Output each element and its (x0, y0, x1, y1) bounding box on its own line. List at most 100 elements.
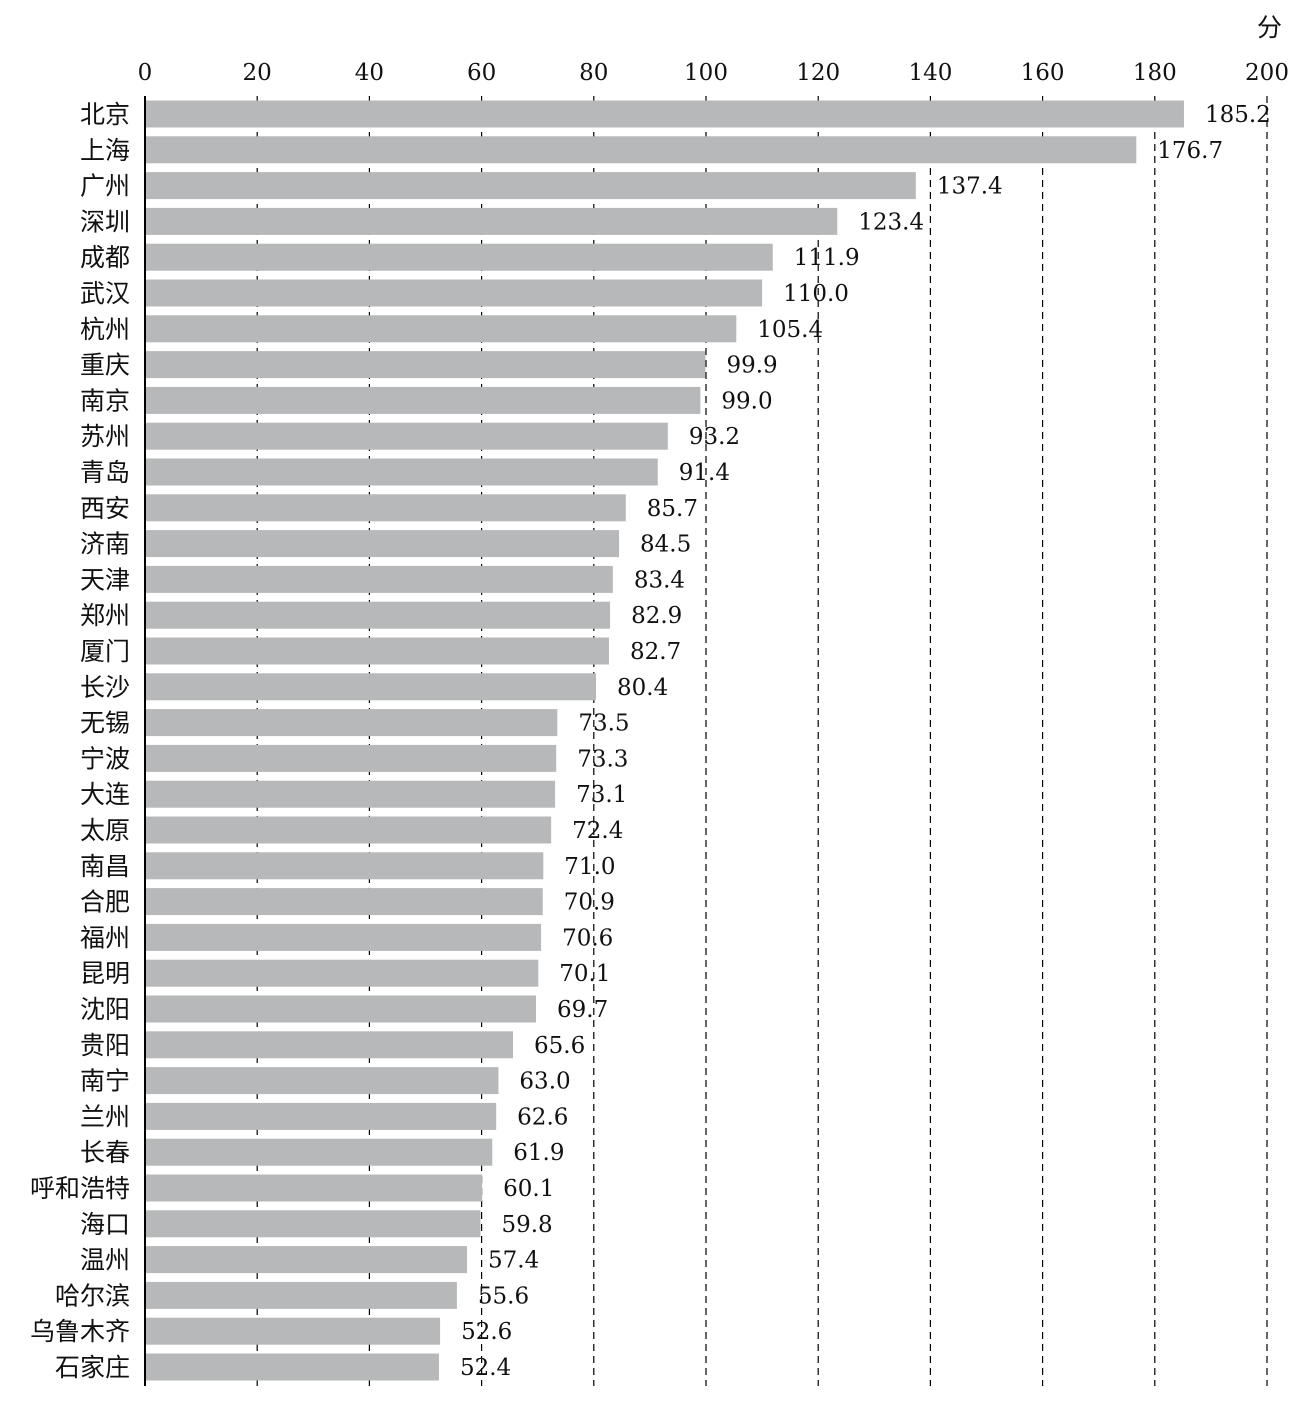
category-label: 成都 (80, 243, 130, 272)
bar (146, 816, 552, 844)
category-label: 南京 (80, 386, 130, 415)
x-tick-label: 180 (1133, 60, 1177, 86)
value-label: 55.6 (478, 1283, 529, 1309)
value-label: 71.0 (564, 854, 615, 880)
value-label: 59.8 (501, 1212, 552, 1238)
category-label: 呼和浩特 (30, 1174, 130, 1203)
value-label: 91.4 (679, 460, 730, 486)
x-tick-label: 200 (1245, 60, 1289, 86)
bar (146, 1067, 499, 1095)
bar (146, 673, 597, 701)
value-label: 70.9 (564, 890, 615, 916)
category-label: 南宁 (80, 1067, 130, 1096)
x-tick-label: 0 (138, 60, 153, 86)
category-label: 乌鲁木齐 (30, 1317, 130, 1346)
bar (146, 637, 609, 665)
category-label: 深圳 (80, 207, 130, 236)
bar (146, 207, 838, 235)
value-label: 61.9 (513, 1140, 564, 1166)
bar (146, 1102, 497, 1130)
label-layer: 北京 185.2 上海 176.7 广州 137.4 深圳 123.4 成都 111.9 武汉 110… (30, 100, 1271, 1382)
category-label: 兰州 (80, 1102, 130, 1131)
value-label: 137.4 (937, 174, 1003, 200)
value-label: 70.6 (562, 925, 613, 951)
unit-label: 分 (1257, 13, 1282, 42)
bar (146, 1031, 514, 1059)
category-label: 天津 (80, 565, 130, 594)
category-label: 福州 (80, 923, 130, 952)
bar (146, 995, 537, 1023)
category-label: 温州 (80, 1246, 130, 1275)
category-label: 哈尔滨 (55, 1281, 130, 1310)
x-tick-label: 20 (243, 60, 272, 86)
category-label: 济南 (80, 530, 130, 559)
bar (146, 530, 620, 558)
value-label: 72.4 (572, 818, 623, 844)
value-label: 99.9 (726, 353, 777, 379)
value-label: 65.6 (534, 1033, 585, 1059)
x-tick-label: 100 (684, 60, 728, 86)
category-label: 上海 (80, 136, 130, 165)
bar (146, 386, 701, 414)
value-label: 111.9 (794, 245, 860, 271)
value-label: 93.2 (689, 424, 740, 450)
bar (146, 1174, 483, 1202)
bar (146, 888, 543, 916)
value-label: 176.7 (1157, 138, 1223, 164)
x-tick-label: 140 (908, 60, 952, 86)
value-label: 123.4 (858, 209, 924, 235)
value-label: 63.0 (519, 1069, 570, 1095)
value-label: 69.7 (557, 997, 608, 1023)
category-label: 长沙 (80, 673, 130, 702)
category-label: 贵阳 (80, 1031, 130, 1060)
bar (146, 458, 658, 486)
category-label: 厦门 (80, 637, 130, 666)
bar (146, 1246, 468, 1274)
bar (146, 315, 737, 343)
category-label: 郑州 (80, 601, 130, 630)
bar (146, 172, 916, 200)
value-label: 82.7 (630, 639, 681, 665)
category-label: 海口 (80, 1210, 130, 1239)
grid-layer (256, 96, 1268, 1386)
bar (146, 601, 611, 629)
bar (146, 780, 556, 808)
category-label: 武汉 (80, 279, 130, 308)
value-label: 57.4 (488, 1248, 539, 1274)
category-label: 太原 (80, 816, 130, 845)
category-label: 合肥 (80, 888, 130, 917)
value-label: 105.4 (757, 317, 823, 343)
value-label: 60.1 (503, 1176, 554, 1202)
x-tick-label: 40 (355, 60, 384, 86)
bar (146, 351, 706, 379)
x-tick-label: 60 (467, 60, 496, 86)
bar (146, 852, 544, 880)
value-label: 52.4 (460, 1355, 511, 1381)
category-label: 南昌 (80, 852, 130, 881)
axis-layer: 0 20 40 60 80 100 120 140 160 180 200 (138, 60, 1289, 1386)
category-label: 北京 (80, 100, 130, 129)
bar (146, 1353, 439, 1381)
bar (146, 959, 539, 987)
bar (146, 923, 542, 951)
category-label: 昆明 (80, 959, 130, 988)
category-label: 沈阳 (80, 995, 130, 1024)
value-label: 52.6 (461, 1319, 512, 1345)
value-label: 73.1 (576, 782, 627, 808)
category-label: 长春 (80, 1138, 130, 1167)
value-label: 99.0 (721, 388, 772, 414)
bar (146, 1281, 457, 1309)
bar (146, 279, 763, 307)
bar (146, 494, 626, 522)
category-label: 石家庄 (55, 1353, 130, 1382)
category-label: 宁波 (80, 744, 130, 773)
category-label: 杭州 (80, 315, 130, 344)
value-label: 84.5 (640, 532, 691, 558)
value-label: 73.5 (578, 711, 629, 737)
category-label: 苏州 (80, 422, 130, 451)
value-label: 80.4 (617, 675, 668, 701)
category-label: 大连 (80, 780, 130, 809)
bar (146, 1317, 441, 1345)
